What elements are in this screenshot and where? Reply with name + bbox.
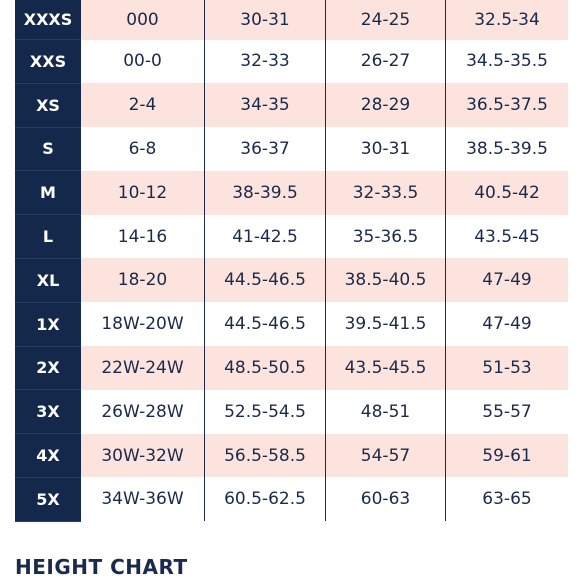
table-cell: 40.5-42 [445, 170, 568, 215]
table-cell: 59-61 [445, 433, 568, 478]
table-row: 1X 18W-20W 44.5-46.5 39.5-41.5 47-49 [15, 302, 568, 347]
table-cell: 34.5-35.5 [445, 39, 568, 84]
table-cell: 000 [81, 0, 205, 40]
size-label: L [15, 214, 81, 259]
table-cell: 38.5-39.5 [445, 127, 568, 171]
size-label: 4X [15, 433, 81, 478]
table-cell: 28-29 [325, 83, 446, 128]
table-row: L 14-16 41-42.5 35-36.5 43.5-45 [15, 214, 568, 259]
table-cell: 24-25 [325, 0, 446, 40]
table-cell: 00-0 [81, 39, 205, 84]
table-row: S 6-8 36-37 30-31 38.5-39.5 [15, 127, 568, 172]
table-cell: 55-57 [445, 389, 568, 434]
table-cell: 32-33.5 [325, 170, 446, 215]
size-label: 1X [15, 302, 81, 347]
table-cell: 36-37 [204, 127, 326, 171]
table-cell: 32-33 [204, 39, 326, 84]
table-cell: 63-65 [445, 477, 568, 522]
table-cell: 26W-28W [81, 389, 205, 434]
table-cell: 51-53 [445, 346, 568, 390]
table-cell: 18W-20W [81, 302, 205, 347]
table-cell: 34W-36W [81, 477, 205, 522]
table-cell: 54-57 [325, 433, 446, 478]
table-cell: 26-27 [325, 39, 446, 84]
table-cell: 18-20 [81, 258, 205, 303]
table-cell: 43.5-45 [445, 214, 568, 259]
size-label: XL [15, 258, 81, 303]
size-label: S [15, 127, 81, 172]
size-label: XXS [15, 39, 81, 84]
table-row: XXS 00-0 32-33 26-27 34.5-35.5 [15, 39, 568, 84]
table-cell: 2-4 [81, 83, 205, 128]
table-cell: 10-12 [81, 170, 205, 215]
size-label: 2X [15, 346, 81, 391]
table-cell: 36.5-37.5 [445, 83, 568, 128]
table-row: M 10-12 38-39.5 32-33.5 40.5-42 [15, 170, 568, 216]
table-row: 5X 34W-36W 60.5-62.5 60-63 63-65 [15, 477, 568, 522]
table-cell: 34-35 [204, 83, 326, 128]
table-row: 3X 26W-28W 52.5-54.5 48-51 55-57 [15, 389, 568, 435]
size-label: 5X [15, 477, 81, 522]
table-row: 2X 22W-24W 48.5-50.5 43.5-45.5 51-53 [15, 346, 568, 391]
table-cell: 30-31 [325, 127, 446, 171]
table-cell: 32.5-34 [445, 0, 568, 40]
table-cell: 56.5-58.5 [204, 433, 326, 478]
table-cell: 52.5-54.5 [204, 389, 326, 434]
table-cell: 47-49 [445, 302, 568, 347]
size-label: XS [15, 83, 81, 128]
table-cell: 39.5-41.5 [325, 302, 446, 347]
table-cell: 60-63 [325, 477, 446, 522]
table-row: XS 2-4 34-35 28-29 36.5-37.5 [15, 83, 568, 128]
table-cell: 43.5-45.5 [325, 346, 446, 390]
table-cell: 48-51 [325, 389, 446, 434]
size-label: XXXS [15, 0, 81, 40]
table-row: XXXS 000 30-31 24-25 32.5-34 [15, 0, 568, 40]
table-row: XL 18-20 44.5-46.5 38.5-40.5 47-49 [15, 258, 568, 303]
table-cell: 30W-32W [81, 433, 205, 478]
table-cell: 44.5-46.5 [204, 258, 326, 303]
table-cell: 6-8 [81, 127, 205, 171]
size-label: 3X [15, 389, 81, 435]
table-cell: 22W-24W [81, 346, 205, 390]
table-cell: 38-39.5 [204, 170, 326, 215]
table-cell: 41-42.5 [204, 214, 326, 259]
height-chart-title: HEIGHT CHART [15, 555, 188, 579]
size-label: M [15, 170, 81, 216]
table-cell: 44.5-46.5 [204, 302, 326, 347]
table-cell: 35-36.5 [325, 214, 446, 259]
table-cell: 14-16 [81, 214, 205, 259]
table-cell: 30-31 [204, 0, 326, 40]
table-cell: 47-49 [445, 258, 568, 303]
table-row: 4X 30W-32W 56.5-58.5 54-57 59-61 [15, 433, 568, 478]
size-chart-table: XXXS 000 30-31 24-25 32.5-34 XXS 00-0 32… [15, 0, 568, 522]
table-cell: 38.5-40.5 [325, 258, 446, 303]
table-cell: 60.5-62.5 [204, 477, 326, 522]
table-cell: 48.5-50.5 [204, 346, 326, 390]
